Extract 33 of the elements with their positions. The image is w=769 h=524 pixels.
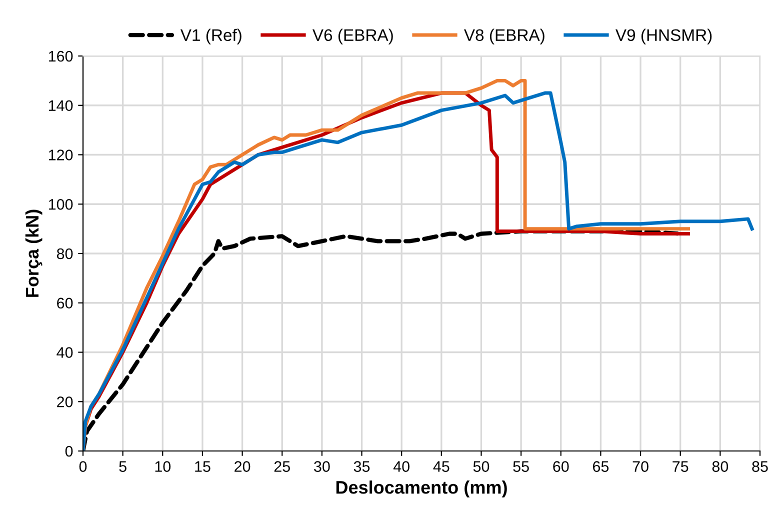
x-tick-label: 15 <box>195 461 210 472</box>
x-tick-label: 5 <box>119 461 126 472</box>
y-tick-label: 80 <box>56 248 73 260</box>
y-tick-label: 160 <box>48 50 73 62</box>
x-tick-label: 80 <box>712 461 728 472</box>
x-tick-label: 35 <box>354 461 370 472</box>
y-tick-label: 100 <box>48 198 73 210</box>
x-axis-title: Deslocamento (mm) <box>336 480 507 498</box>
x-tick-label: 65 <box>592 461 609 472</box>
x-tick-label: 70 <box>632 461 648 472</box>
y-tick-label: 0 <box>65 446 73 457</box>
legend-label: V6 (EBRA) <box>312 28 393 44</box>
x-tick-label: 45 <box>433 461 450 472</box>
y-tick-label: 40 <box>56 347 73 358</box>
legend-label: V8 (EBRA) <box>464 28 544 44</box>
y-tick-label: 60 <box>57 298 73 309</box>
x-tick-label: 85 <box>752 461 768 472</box>
legend-label: V1 (Ref) <box>180 28 242 44</box>
y-tick-label: 20 <box>57 396 73 408</box>
x-tick-label: 50 <box>473 461 490 472</box>
x-tick-label: 20 <box>234 461 250 472</box>
x-tick-label: 75 <box>672 461 688 472</box>
x-tick-label: 25 <box>274 461 290 472</box>
x-tick-label: 10 <box>155 461 171 472</box>
x-tick-label: 30 <box>314 461 330 472</box>
x-tick-label: 40 <box>393 461 410 472</box>
x-tick-label: 60 <box>553 461 569 472</box>
legend-label: V9 (HNSMR) <box>615 28 712 44</box>
x-tick-label: 55 <box>513 461 529 472</box>
x-tick-label: 0 <box>79 461 87 472</box>
y-tick-label: 140 <box>48 100 73 112</box>
y-tick-label: 120 <box>48 150 73 160</box>
y-axis-title: Força (kN) <box>25 210 42 297</box>
